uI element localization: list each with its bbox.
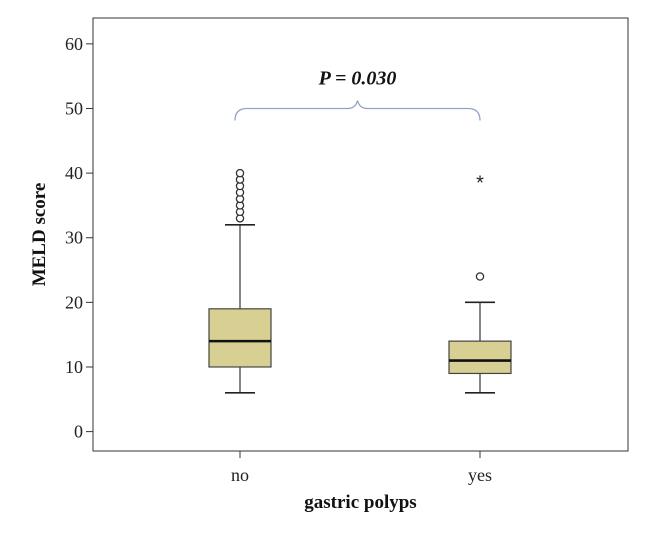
- plot-area: [92, 17, 629, 452]
- significance-bracket: [234, 100, 481, 121]
- y-axis: 0 10 20 30 40 50 60: [65, 34, 93, 442]
- significance-annotation: P = 0.030: [234, 67, 481, 121]
- boxes: *: [208, 168, 512, 394]
- y-tick-label: 20: [65, 292, 83, 312]
- y-axis-title: MELD score: [29, 183, 50, 287]
- y-tick-label: 30: [65, 228, 83, 248]
- y-tick-label: 0: [74, 422, 83, 442]
- y-tick-label: 10: [65, 357, 83, 377]
- iqr-box: [208, 308, 272, 368]
- y-tick-label: 60: [65, 34, 83, 54]
- y-tick-label: 50: [65, 98, 83, 118]
- y-tick-label: 40: [65, 163, 83, 183]
- x-tick-label: yes: [468, 465, 492, 485]
- outlier-point: [235, 168, 245, 178]
- outlier-point: [475, 272, 485, 281]
- x-tick-label: no: [231, 465, 249, 485]
- x-axis-title: gastric polyps: [304, 492, 416, 513]
- box-yes: *: [448, 173, 512, 394]
- x-axis: no yes: [231, 451, 492, 485]
- iqr-box: [448, 340, 512, 375]
- extreme-point: *: [476, 173, 484, 195]
- p-value-label: P = 0.030: [318, 67, 397, 89]
- box-no: [208, 168, 272, 394]
